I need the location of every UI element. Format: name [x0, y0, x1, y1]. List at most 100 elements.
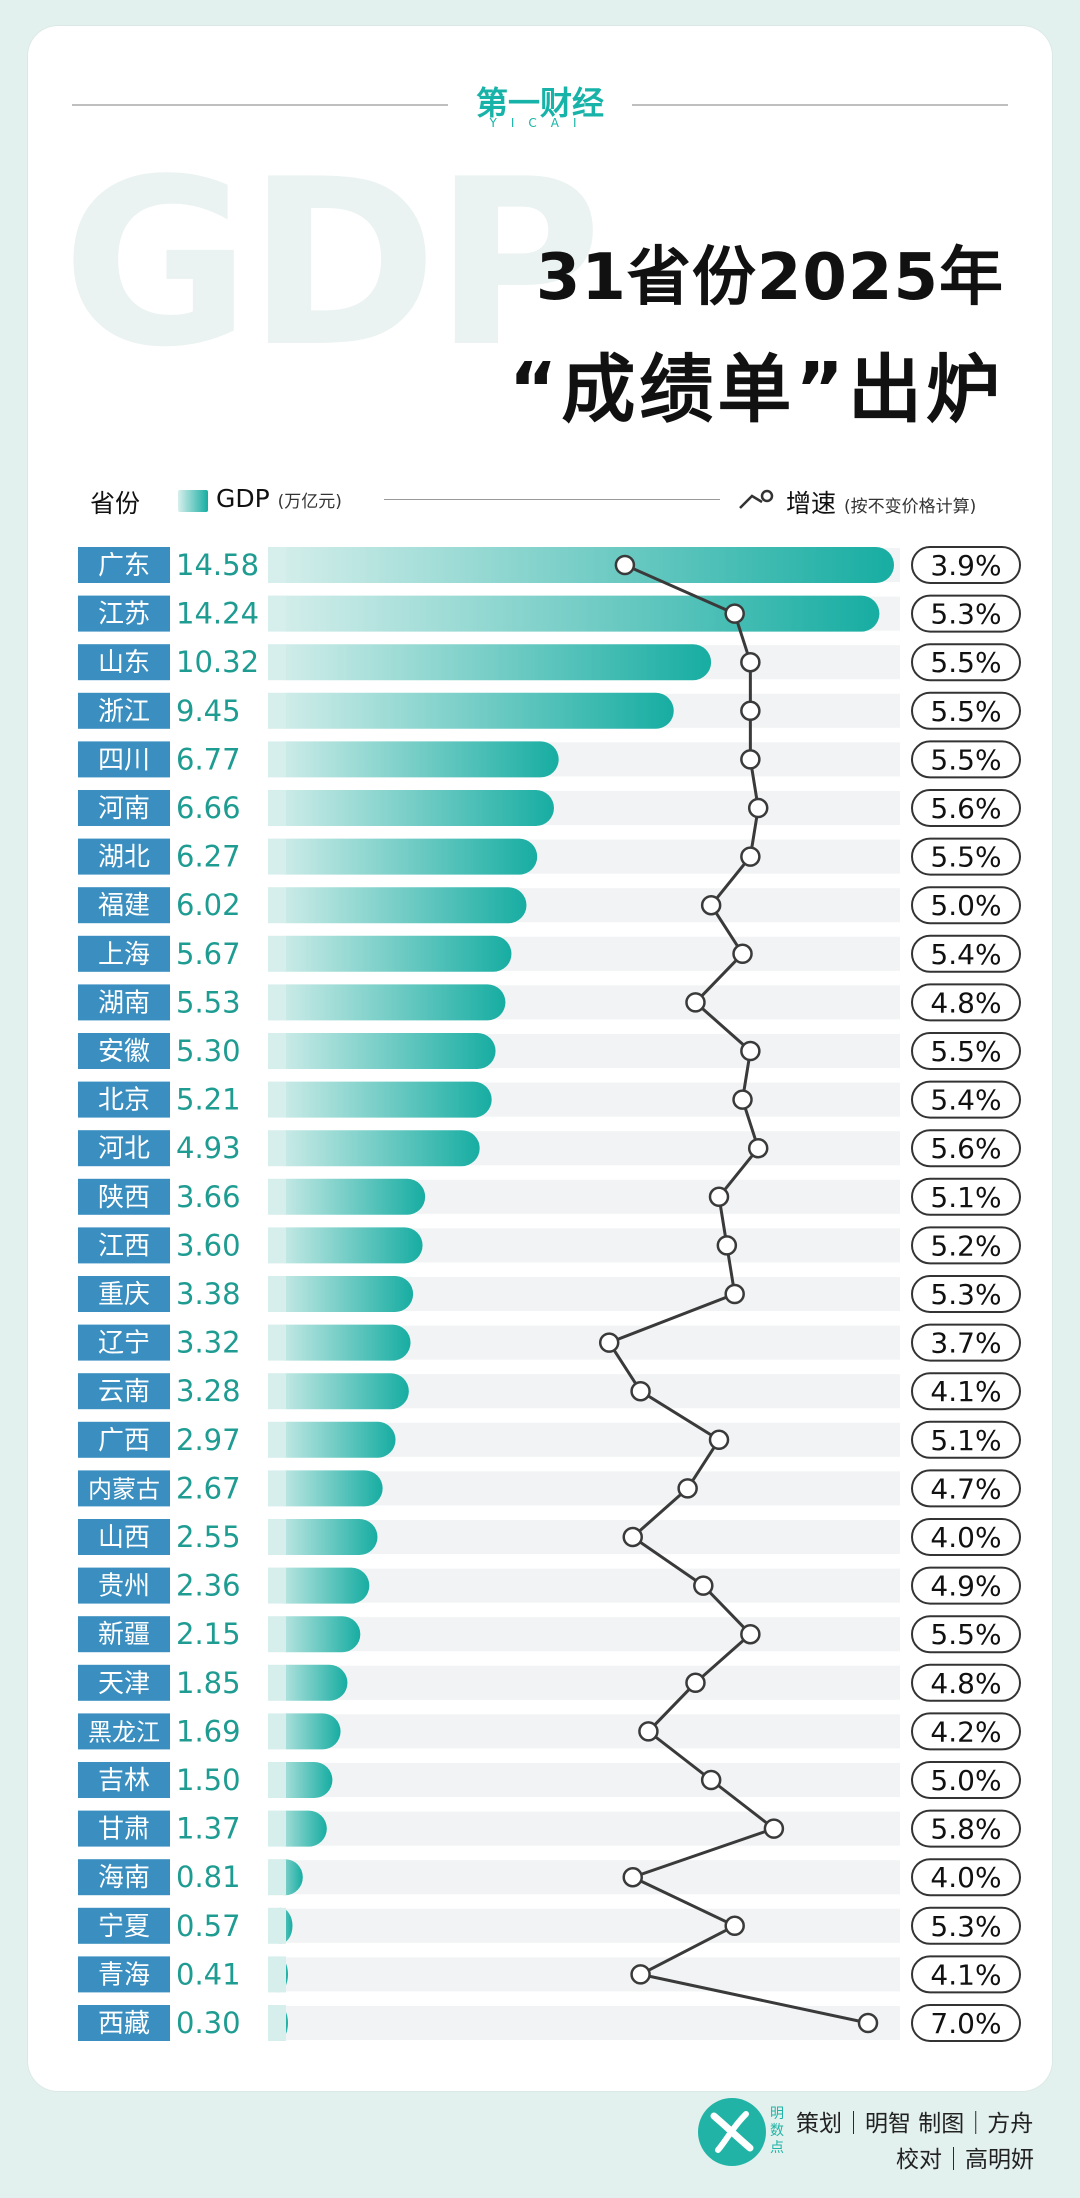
growth-value-label: 4.1% — [930, 1958, 1001, 1991]
growth-value-label: 5.3% — [930, 598, 1001, 631]
bar-track — [268, 1665, 900, 1700]
gdp-value-label: 2.97 — [176, 1423, 241, 1457]
province-label: 吉林 — [98, 1766, 150, 1796]
growth-pill — [911, 594, 1021, 633]
growth-pill — [911, 1420, 1021, 1459]
province-label: 江西 — [98, 1231, 150, 1261]
growth-pill — [911, 1275, 1021, 1313]
bar-track — [268, 1860, 900, 1895]
gdp-bar-left-edge — [268, 1907, 286, 1944]
gdp-bar-left-edge — [268, 1324, 286, 1361]
gdp-bar-left-edge — [268, 1421, 286, 1458]
gdp-bar-left-edge — [268, 644, 286, 681]
growth-value-label: 5.1% — [930, 1424, 1001, 1457]
growth-point — [685, 992, 706, 1013]
bar-track — [268, 1568, 900, 1603]
growth-pill — [911, 691, 1021, 730]
province-label-box — [78, 1519, 170, 1555]
province-label-box — [78, 1567, 170, 1604]
province-label: 山东 — [98, 648, 150, 678]
province-label: 甘肃 — [98, 1815, 150, 1845]
province-label-box — [78, 1664, 170, 1701]
header-growth: 增速 (按不变价格计算) — [786, 484, 976, 520]
gdp-bar-left-edge — [268, 595, 286, 632]
growth-value-label: 5.5% — [930, 841, 1001, 874]
province-label: 山西 — [98, 1523, 150, 1553]
gdp-bar — [268, 984, 506, 1021]
growth-point — [857, 2012, 879, 2034]
growth-value-label: 5.5% — [930, 743, 1001, 776]
growth-point — [708, 1186, 730, 1208]
growth-pill — [911, 1858, 1021, 1897]
gdp-value-label: 5.30 — [176, 1034, 241, 1068]
growth-value-label: 5.6% — [930, 1132, 1001, 1165]
gdp-bar-left-edge — [268, 1373, 286, 1410]
growth-point — [598, 1332, 620, 1353]
province-label-box — [78, 1762, 170, 1798]
gdp-value-label: 0.57 — [176, 1909, 241, 1943]
gdp-bar-left-edge — [268, 1130, 286, 1167]
growth-value-label: 4.8% — [930, 1667, 1001, 1700]
gdp-bar — [268, 1664, 348, 1701]
province-label: 广西 — [98, 1426, 150, 1456]
province-label: 内蒙古 — [88, 1475, 160, 1503]
province-label: 陕西 — [98, 1183, 150, 1213]
growth-pill — [911, 546, 1021, 584]
gdp-bar-left-edge — [268, 1567, 286, 1604]
gdp-bar-left-edge — [268, 1859, 286, 1896]
province-label: 海南 — [98, 1863, 150, 1893]
growth-point — [740, 846, 761, 867]
gdp-bar — [268, 741, 559, 778]
province-label: 安徽 — [98, 1037, 150, 1067]
logo-icon — [698, 2098, 766, 2166]
growth-pill — [911, 1080, 1021, 1119]
gdp-bar-left-edge — [268, 1810, 286, 1847]
gdp-legend-swatch — [178, 490, 208, 512]
province-label-box — [78, 1956, 170, 1993]
growth-value-label: 5.4% — [930, 1084, 1001, 1117]
gdp-value-label: 6.02 — [176, 888, 241, 922]
province-label-box — [78, 1130, 170, 1167]
growth-pill — [911, 1177, 1021, 1216]
province-label-box — [78, 644, 170, 681]
growth-point — [724, 1283, 745, 1305]
province-label-box — [78, 838, 170, 875]
gdp-bar — [268, 1519, 378, 1555]
gdp-bar — [268, 1421, 396, 1458]
province-label-box — [78, 1324, 170, 1361]
province-label-box — [78, 1276, 170, 1312]
gdp-value-label: 0.41 — [176, 1957, 241, 1991]
bar-track — [268, 1714, 900, 1749]
header-gdp: GDP (万亿元) — [216, 484, 342, 513]
province-label: 广东 — [98, 551, 150, 581]
gdp-bar-left-edge — [268, 1470, 286, 1507]
province-label-box — [78, 2005, 170, 2041]
logo-glyph — [710, 2111, 754, 2153]
province-label: 黑龙江 — [88, 1718, 160, 1746]
growth-point — [724, 603, 745, 624]
growth-pill — [911, 983, 1021, 1022]
province-label-box — [78, 984, 170, 1021]
gdp-value-label: 1.85 — [176, 1666, 241, 1700]
bar-track — [268, 1617, 900, 1652]
growth-point — [763, 1818, 785, 1839]
province-label-box — [78, 1907, 170, 1944]
gdp-value-label: 2.55 — [176, 1520, 241, 1554]
header-growth-label: 增速 — [786, 489, 837, 518]
gdp-bar — [268, 790, 554, 826]
growth-point — [747, 797, 769, 819]
gdp-bar — [268, 1081, 492, 1118]
gdp-bar — [268, 887, 527, 924]
province-label: 湖南 — [98, 988, 150, 1018]
gdp-bar-left-edge — [268, 741, 286, 778]
gdp-bar — [268, 1324, 411, 1361]
brand-logo: 第一财经 — [475, 84, 604, 122]
province-label-box — [78, 1178, 170, 1215]
gdp-bar — [268, 1373, 409, 1410]
brand-divider-right — [632, 104, 1008, 106]
growth-value-label: 5.5% — [930, 1035, 1001, 1068]
growth-value-label: 5.5% — [930, 695, 1001, 728]
gdp-value-label: 3.32 — [176, 1326, 241, 1360]
growth-value-label: 5.8% — [930, 1813, 1001, 1846]
province-label: 北京 — [98, 1086, 150, 1116]
